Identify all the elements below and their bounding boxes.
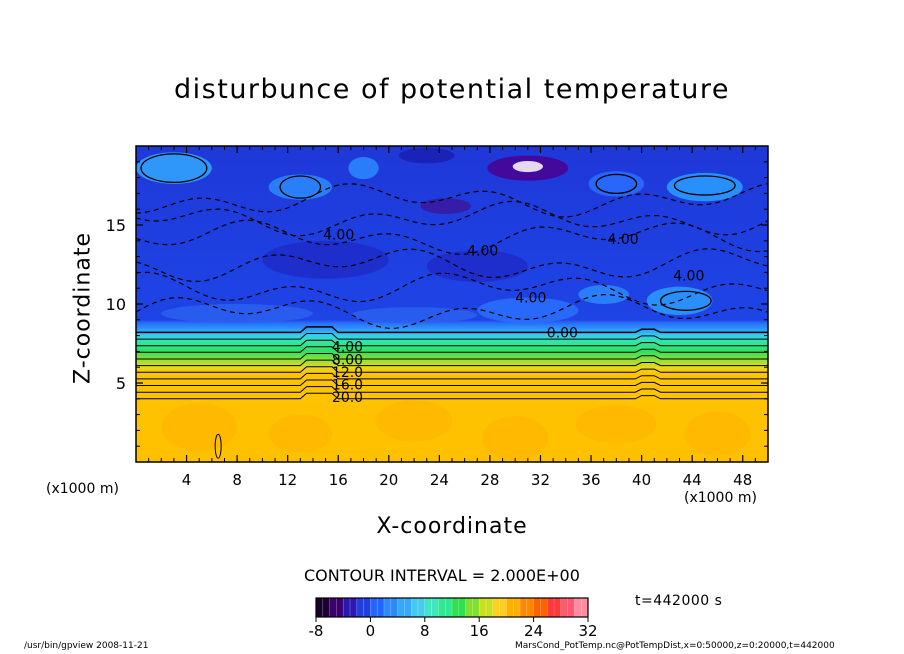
x-tick-label: 16 — [329, 471, 348, 489]
contour-line — [136, 333, 768, 340]
closed-contour — [595, 173, 638, 195]
contour-line — [136, 339, 768, 347]
colorbar-tick-label: -8 — [309, 622, 324, 640]
x-tick-label: 20 — [379, 471, 398, 489]
x-tick-label: 24 — [430, 471, 449, 489]
field-patch — [482, 416, 549, 461]
contour-label: 12.0 — [332, 365, 363, 381]
contour-label: 16.0 — [332, 378, 363, 394]
colorbar-frame — [315, 597, 589, 618]
field-patch — [348, 157, 379, 180]
contour-line — [136, 392, 768, 400]
field-patch — [161, 304, 313, 323]
contour-label: 4.00 — [673, 269, 704, 285]
x-tick-label: 4 — [182, 471, 192, 489]
x-axis-unit: (x1000 m) — [684, 490, 757, 506]
x-tick-label: 32 — [531, 471, 550, 489]
contour-label: 4.00 — [323, 227, 354, 243]
y-tick-label: 15 — [106, 216, 126, 235]
x-tick-label: 8 — [232, 471, 242, 489]
field-patch — [666, 172, 743, 202]
field-patch — [262, 240, 389, 279]
contour-line-dashed — [136, 182, 768, 218]
contour-label: 4.00 — [467, 243, 498, 259]
contour-line — [136, 372, 768, 380]
colorbar-swatch — [465, 598, 480, 617]
contour-line-dashed — [136, 200, 768, 237]
colorbar-tick-label: 16 — [470, 622, 489, 640]
contour-line — [136, 386, 768, 393]
colorbar-tick-label: 24 — [524, 622, 543, 640]
y-axis-unit: (x1000 m) — [46, 481, 119, 497]
contour-label: 4.00 — [332, 340, 363, 356]
closed-contour — [140, 153, 208, 183]
contour-line-dashed — [136, 248, 768, 282]
contour-line — [136, 366, 768, 373]
footer-left-text: /usr/bin/gpview 2008-11-21 — [24, 641, 149, 651]
x-tick-label: 44 — [683, 471, 702, 489]
chart-title: disturbunce of potential temperature — [174, 74, 730, 105]
x-tick-label: 12 — [278, 471, 297, 489]
closed-contour — [673, 175, 736, 196]
field-patch — [136, 152, 212, 184]
closed-contour — [279, 175, 322, 199]
field-patch — [161, 403, 238, 451]
field-patch — [268, 414, 332, 453]
field-patch — [575, 405, 657, 444]
contour-label: 8.00 — [332, 352, 363, 368]
contour-line — [136, 353, 768, 360]
y-tick-label: 10 — [106, 295, 126, 314]
contour-label: 20.0 — [332, 390, 363, 406]
x-tick-label: 40 — [632, 471, 651, 489]
contour-line-dashed — [136, 219, 768, 255]
field-patch — [420, 198, 471, 214]
colorbar-tick-label: 8 — [420, 622, 430, 640]
colorbar-tick-label: 32 — [578, 622, 597, 640]
colorbar-tick-label: 0 — [366, 622, 376, 640]
contour-line — [136, 326, 768, 334]
x-axis-label: X-coordinate — [376, 514, 528, 539]
closed-contour — [659, 290, 712, 311]
contour-line — [136, 346, 768, 353]
contour-label: 4.00 — [515, 291, 546, 307]
contour-line — [136, 359, 768, 367]
field-patch — [376, 400, 452, 442]
field-patch — [477, 297, 579, 323]
contour-label: 4.00 — [607, 232, 638, 248]
closed-contour — [214, 433, 222, 459]
field-patch — [350, 307, 478, 323]
field-patch — [268, 174, 332, 200]
footer-right-text: MarsCond_PotTemp.nc@PotTempDist,x=0:5000… — [515, 641, 835, 651]
colorbar-swatch — [329, 598, 344, 617]
field-patch — [512, 161, 544, 173]
field-patch — [684, 411, 751, 456]
contour-line — [136, 379, 768, 386]
x-tick-label: 36 — [581, 471, 600, 489]
field-patch — [426, 250, 528, 282]
x-tick-label: 28 — [480, 471, 499, 489]
contour-interval-label: CONTOUR INTERVAL = 2.000E+00 — [304, 566, 580, 585]
field-patch — [398, 147, 455, 164]
x-tick-label: 48 — [733, 471, 752, 489]
contour-line-dashed — [136, 293, 768, 329]
contour-label: 0.00 — [547, 325, 578, 341]
time-label: t=442000 s — [635, 593, 723, 609]
y-tick-label: 5 — [116, 374, 126, 393]
colorbar-swatch — [397, 598, 412, 617]
